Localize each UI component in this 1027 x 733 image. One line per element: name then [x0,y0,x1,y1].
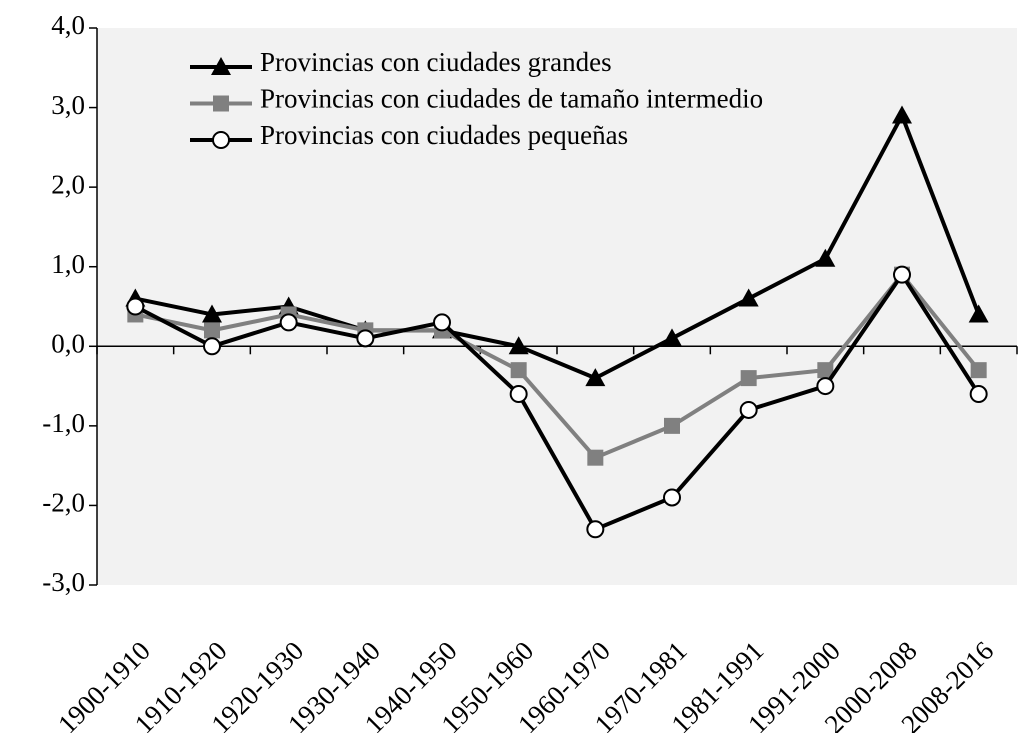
marker [664,417,680,434]
y-tick-label: 1,0 [51,249,85,279]
legend-marker [212,131,230,149]
marker [509,385,528,404]
legend-label: Provincias con ciudades pequeñas [260,120,628,150]
marker [739,400,758,419]
plot-area [97,28,1017,585]
marker [892,105,912,124]
marker [662,328,682,347]
legend-label: Provincias con ciudades de tamaño interm… [260,84,763,114]
legend-label: Provincias con ciudades grandes [260,47,612,77]
marker [968,304,989,323]
marker [663,488,681,507]
series-line [134,272,981,532]
marker [203,337,221,356]
marker [970,362,987,379]
marker [969,385,988,404]
legend-marker [213,95,229,112]
y-tick-label: 2,0 [51,169,85,199]
y-tick-label: -1,0 [42,408,85,438]
marker [204,322,220,339]
marker [738,288,759,307]
y-tick-label: 0,0 [51,328,85,358]
y-tick-label: 4,0 [51,10,85,40]
marker [356,329,375,348]
marker [587,449,604,466]
series-line [134,113,981,381]
marker [816,377,835,396]
marker [893,265,911,284]
y-tick-label: -3,0 [42,567,85,597]
marker [815,248,836,267]
marker [433,313,451,332]
legend-marker [211,57,231,75]
marker [202,304,222,323]
marker [586,520,605,539]
marker [508,336,529,355]
marker [279,313,298,332]
y-tick-label: 3,0 [51,90,85,120]
y-tick-label: -2,0 [42,488,85,518]
marker [585,368,606,387]
series-line [134,272,981,460]
marker [126,297,145,316]
marker [510,362,527,379]
marker [817,362,834,379]
marker [740,370,757,387]
